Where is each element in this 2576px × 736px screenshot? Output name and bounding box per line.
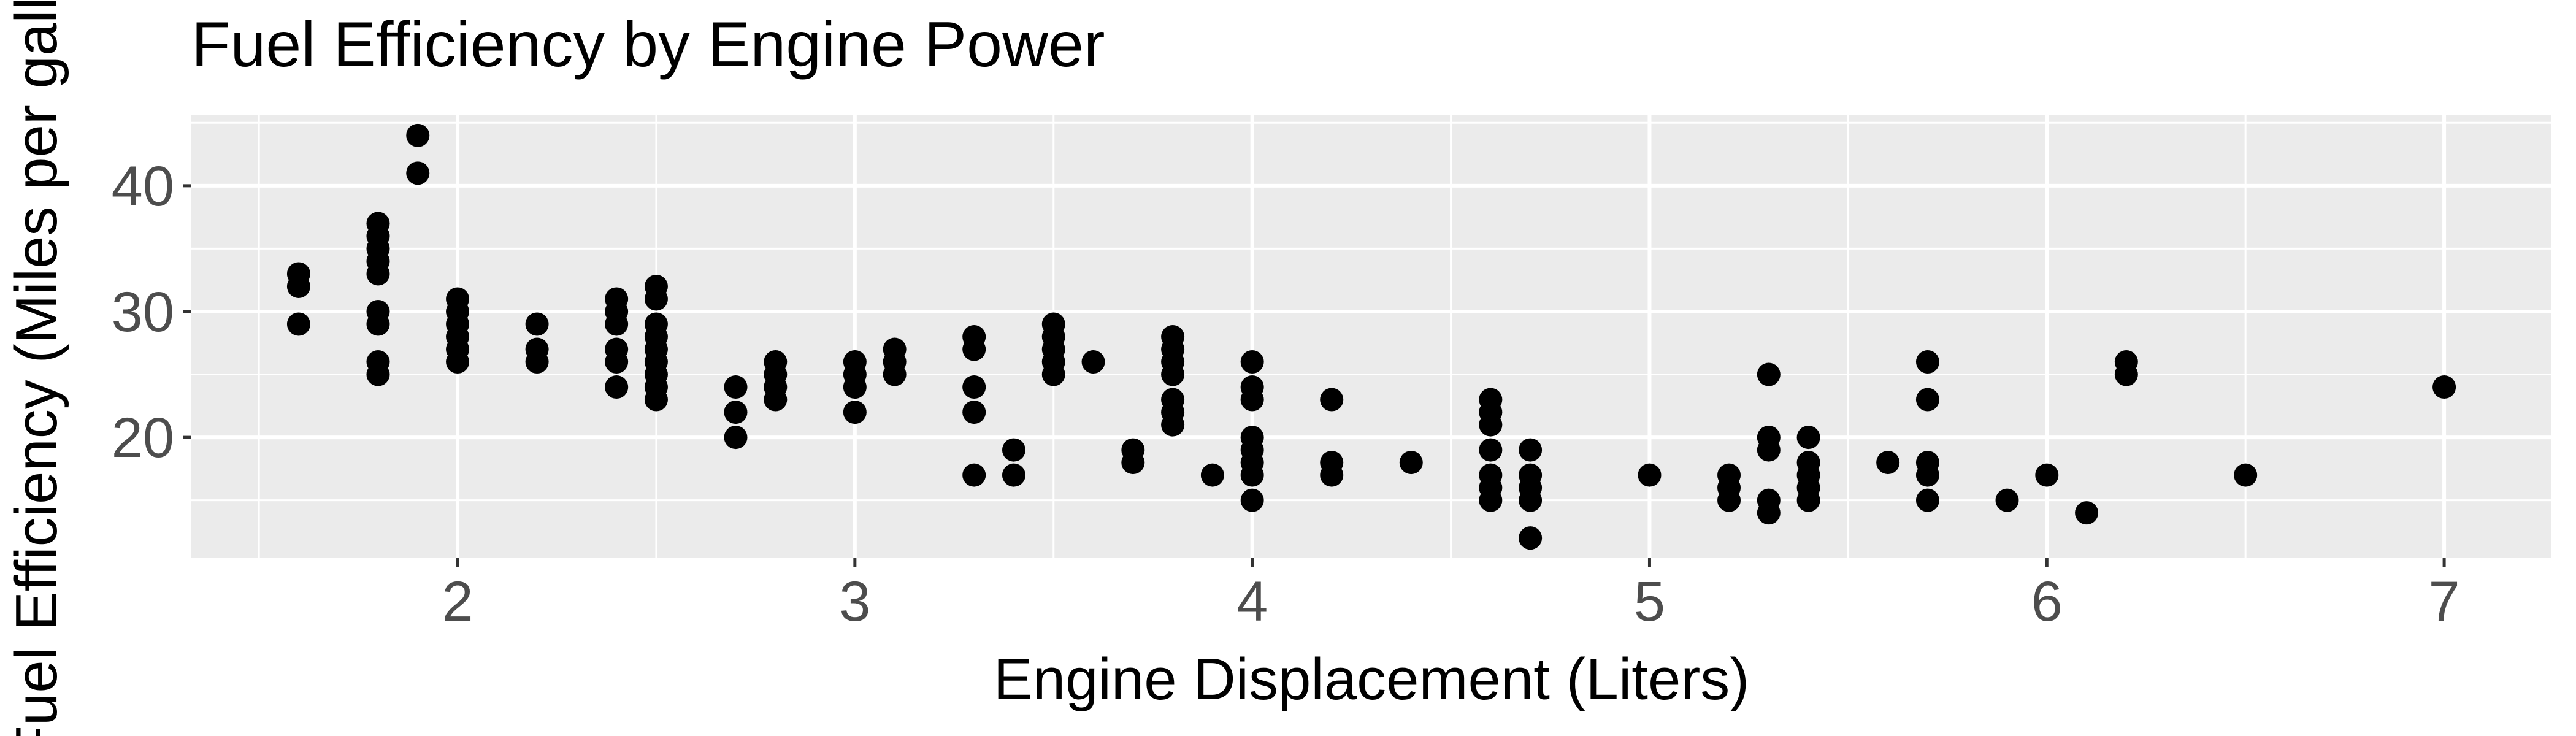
- data-point: [1240, 463, 1264, 487]
- data-point: [1519, 438, 1543, 462]
- chart-title: Fuel Efficiency by Engine Power: [191, 9, 1105, 80]
- data-point: [724, 375, 748, 399]
- data-point: [962, 401, 986, 424]
- data-point: [1519, 488, 1543, 512]
- data-point: [525, 350, 549, 374]
- data-point: [883, 362, 907, 386]
- data-point: [1796, 488, 1820, 512]
- data-point: [286, 274, 310, 298]
- data-points: [286, 123, 2456, 550]
- data-point: [1638, 463, 1662, 487]
- data-point: [406, 123, 430, 147]
- data-point: [843, 401, 867, 424]
- data-point: [962, 375, 986, 399]
- data-point: [1320, 388, 1344, 412]
- y-tick-label: 20: [112, 407, 174, 469]
- data-point: [1081, 350, 1105, 374]
- y-axis-title: Fuel Efficiency (Miles per gallon): [4, 0, 69, 736]
- data-point: [1796, 426, 1820, 450]
- data-point: [1479, 438, 1503, 462]
- data-point: [1915, 350, 1939, 374]
- data-point: [605, 375, 629, 399]
- data-point: [1995, 488, 2019, 512]
- data-point: [1757, 501, 1781, 525]
- data-point: [1200, 463, 1224, 487]
- data-point: [724, 401, 748, 424]
- data-point: [605, 312, 629, 336]
- x-tick-label: 4: [1236, 570, 1268, 633]
- data-point: [1479, 488, 1503, 512]
- data-point: [366, 362, 390, 386]
- x-tick-label: 7: [2429, 570, 2460, 633]
- x-tick-label: 3: [839, 570, 870, 633]
- data-point: [1915, 388, 1939, 412]
- data-point: [1320, 463, 1344, 487]
- x-tick-label: 2: [442, 570, 473, 633]
- data-point: [843, 375, 867, 399]
- data-point: [1240, 488, 1264, 512]
- data-point: [1002, 463, 1025, 487]
- data-point: [962, 463, 986, 487]
- x-tick-label: 6: [2031, 570, 2063, 633]
- data-point: [1479, 413, 1503, 437]
- data-point: [446, 350, 470, 374]
- data-point: [724, 426, 748, 450]
- data-point: [1121, 451, 1145, 475]
- data-point: [605, 350, 629, 374]
- data-point: [1915, 463, 1939, 487]
- y-tick-label: 30: [112, 281, 174, 343]
- data-point: [366, 262, 390, 286]
- data-point: [1757, 362, 1781, 386]
- data-point: [2432, 375, 2456, 399]
- data-point: [406, 161, 430, 185]
- data-point: [1161, 362, 1185, 386]
- y-axis-ticks: 20 30 40: [112, 155, 191, 469]
- data-point: [1240, 388, 1264, 412]
- data-point: [286, 312, 310, 336]
- data-point: [1876, 451, 1900, 475]
- data-point: [1161, 413, 1185, 437]
- x-axis-title: Engine Displacement (Liters): [994, 646, 1750, 712]
- data-point: [962, 337, 986, 361]
- data-point: [644, 287, 668, 311]
- data-point: [525, 312, 549, 336]
- data-point: [2234, 463, 2258, 487]
- data-point: [764, 388, 788, 412]
- data-point: [1041, 362, 1065, 386]
- data-point: [1240, 350, 1264, 374]
- data-point: [1915, 488, 1939, 512]
- data-point: [1519, 526, 1543, 550]
- x-axis-ticks: 2 3 4 5 6 7: [442, 558, 2460, 633]
- data-point: [2035, 463, 2059, 487]
- data-point: [644, 388, 668, 412]
- data-point: [1399, 451, 1423, 475]
- plot-panel: [191, 115, 2551, 558]
- data-point: [1002, 438, 1025, 462]
- data-point: [2114, 362, 2138, 386]
- y-tick-label: 40: [112, 155, 174, 218]
- data-point: [2075, 501, 2099, 525]
- data-point: [1717, 488, 1741, 512]
- data-point: [1757, 438, 1781, 462]
- data-point: [366, 312, 390, 336]
- x-tick-label: 5: [1634, 570, 1665, 633]
